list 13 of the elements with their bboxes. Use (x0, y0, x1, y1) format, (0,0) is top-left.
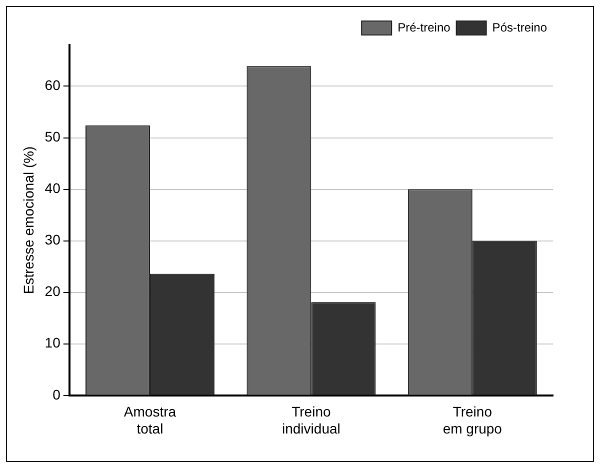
y-tick-label: 10 (44, 334, 61, 351)
y-tick-label: 50 (44, 128, 61, 145)
y-axis-title: Estresse emocional (%) (20, 146, 36, 294)
x-tick-label: Amostra total (124, 404, 176, 436)
y-tick-label: 0 (52, 386, 61, 402)
y-tick-label: 40 (44, 180, 61, 196)
legend-label: Pós-treino (492, 20, 548, 34)
legend-label: Pré-treino (398, 20, 451, 34)
y-tick-label: 60 (44, 77, 61, 94)
y-tick-label: 20 (44, 283, 61, 300)
x-tick-label: Treino em grupo (442, 404, 502, 436)
x-tick-label: Treino individual (282, 404, 340, 436)
y-tick-label: 30 (44, 232, 61, 248)
